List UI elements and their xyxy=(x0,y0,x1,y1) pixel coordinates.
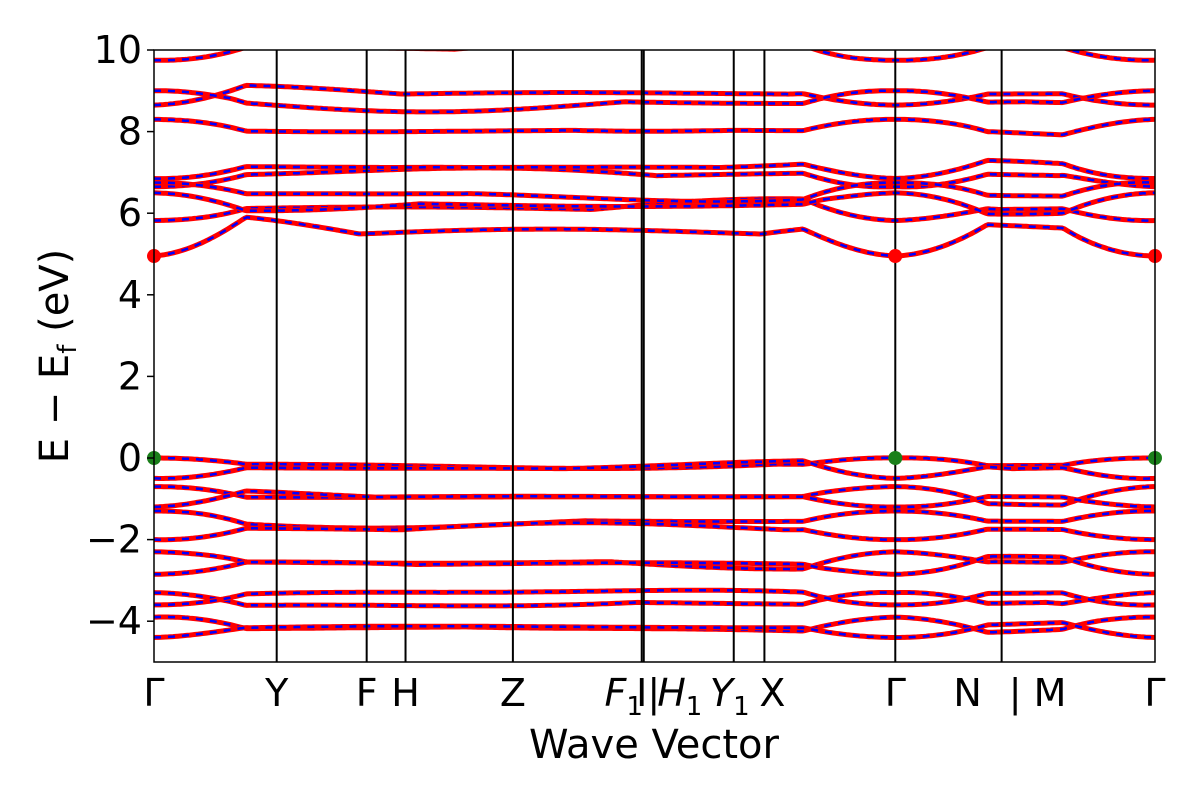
band-line-red xyxy=(154,179,1155,204)
band-line-blue xyxy=(154,84,1155,107)
x-tick-label: X xyxy=(759,671,785,715)
y-axis-title-main: E − E xyxy=(32,354,78,464)
x-tick-label: Y xyxy=(264,671,289,715)
x-tick-label: I xyxy=(636,671,647,715)
band-line-blue xyxy=(154,89,1155,114)
band-edge-marker xyxy=(888,451,903,465)
band-lines xyxy=(154,50,1155,640)
plot-frame xyxy=(153,49,1156,663)
band-line-blue xyxy=(154,489,1155,509)
y-axis-title-unit: (eV) xyxy=(32,249,78,332)
band-edge-marker xyxy=(888,249,903,264)
x-tick-label: | M xyxy=(1009,671,1067,716)
band-line-red xyxy=(154,458,1155,482)
x-tick-label: Γ xyxy=(1144,671,1165,715)
y-tick-label: −2 xyxy=(86,518,142,562)
y-tick-label: 10 xyxy=(94,28,142,72)
band-line-red xyxy=(154,116,1155,138)
band-line-red xyxy=(154,165,1155,190)
band-line-red xyxy=(154,214,1155,259)
y-tick-label: 2 xyxy=(118,354,142,398)
y-axis-title-sub: f xyxy=(53,344,83,354)
x-tick-label: N xyxy=(953,671,981,715)
band-line-red xyxy=(154,590,1155,609)
x-tick-label: Γ xyxy=(143,671,164,715)
x-tick-label: H xyxy=(391,671,420,715)
high-symmetry-lines xyxy=(275,50,1003,662)
x-axis-ticks: Γ Y F H Z F1I | H1 Y1 X Γ N | M Γ xyxy=(143,671,1165,722)
band-line-blue xyxy=(154,191,1155,216)
x-tick-label: Z xyxy=(500,671,526,715)
x-tick-label: | xyxy=(647,671,660,716)
y-tick-label: 0 xyxy=(118,436,142,480)
y-tick-label: 4 xyxy=(118,273,142,317)
y-tick-label: 8 xyxy=(118,110,142,154)
y-axis-title: E − Ef (eV) xyxy=(32,249,83,464)
band-line-red xyxy=(154,620,1155,640)
band-line-blue xyxy=(154,216,1155,258)
svg-text:E − Ef (eV): E − Ef (eV) xyxy=(32,249,83,464)
band-line-red xyxy=(154,587,1155,608)
y-tick-label: 6 xyxy=(118,191,142,235)
band-line-red xyxy=(154,520,1155,543)
x-tick-label: Y1 xyxy=(710,671,750,722)
band-line-red xyxy=(154,553,1155,577)
x-tick-label: Γ xyxy=(885,671,906,715)
x-tick-label: F1 xyxy=(605,671,643,722)
x-axis-title: Wave Vector xyxy=(529,722,780,768)
x-tick-label: H1 xyxy=(657,671,702,722)
band-line-red xyxy=(154,157,1155,182)
y-axis-ticks: 10 8 6 4 2 0 −2 −4 xyxy=(86,28,154,643)
y-tick-label: −4 xyxy=(86,599,142,643)
x-tick-label: F xyxy=(356,671,378,715)
band-edge-markers xyxy=(147,249,1162,465)
